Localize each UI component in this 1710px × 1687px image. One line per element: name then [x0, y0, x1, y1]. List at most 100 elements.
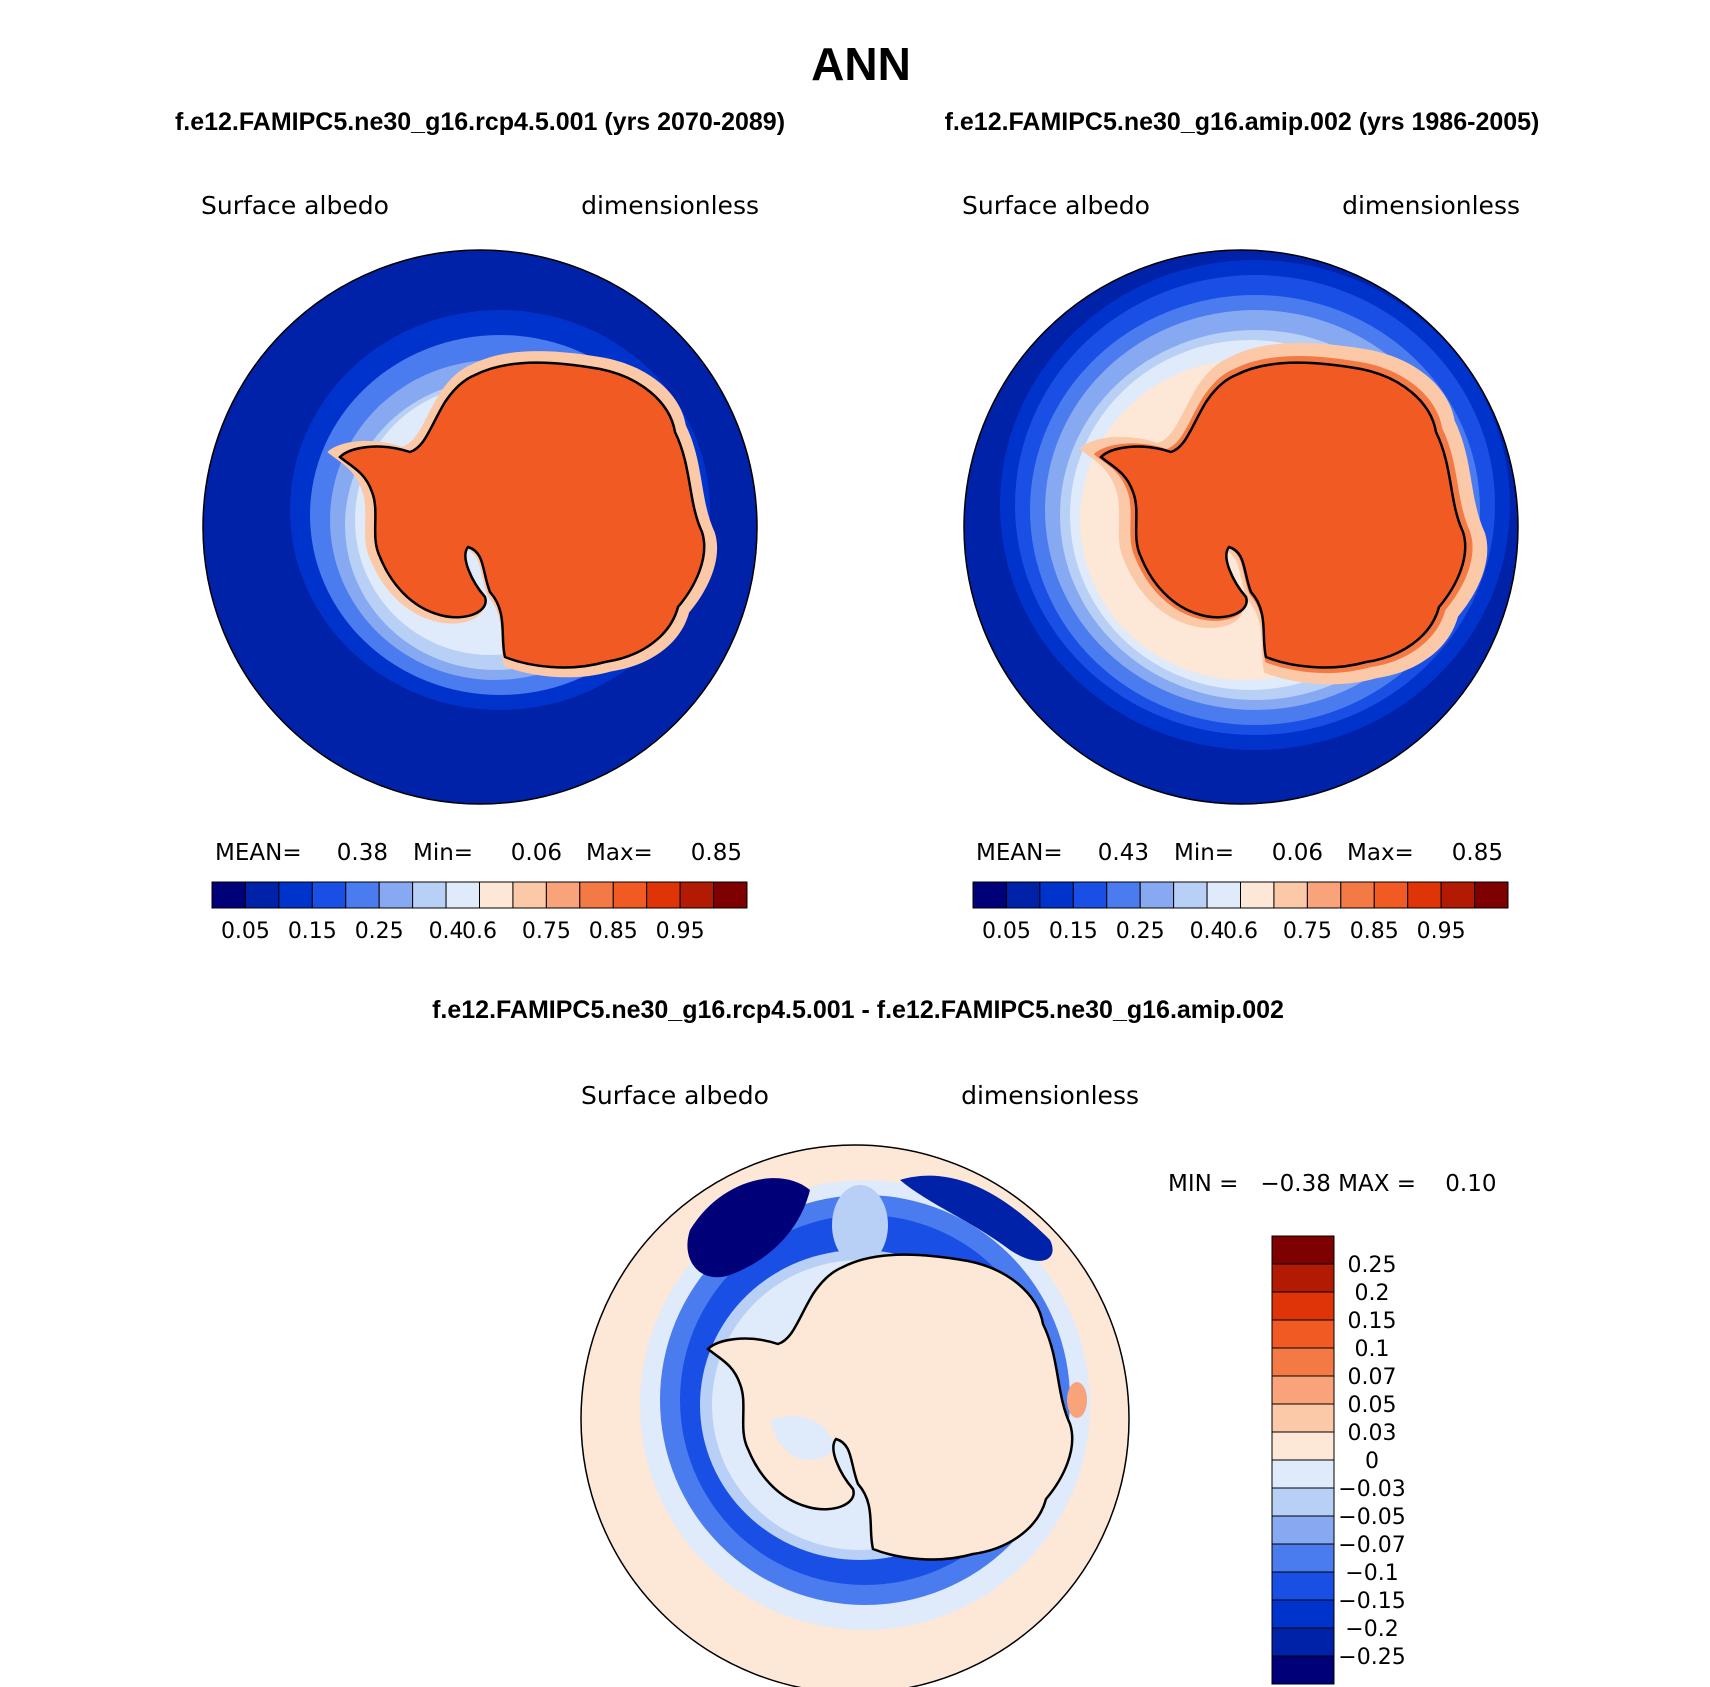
left-colorbar-swatch	[211, 881, 246, 909]
left-colorbar-tick-label: 0.25	[355, 919, 404, 944]
right-colorbar-swatch	[972, 881, 1007, 909]
diff-colorbar-tick-label: −0.25	[1338, 1645, 1405, 1670]
diff-colorbar-swatch	[1271, 1515, 1335, 1545]
right-stats: MEAN= 0.43 Min= 0.06 Max= 0.85	[976, 840, 1503, 866]
right-max-label: Max=	[1347, 840, 1414, 866]
left-colorbar-swatch	[512, 881, 547, 909]
right-colorbar-swatch	[1407, 881, 1442, 909]
diff-colorbar-tick-label: 0.07	[1348, 1365, 1397, 1390]
left-colorbar: 0.05 0.15 0.25 0.40.6 0.75 0.85 0.95	[211, 881, 748, 944]
diff-variable-label: Surface albedo	[581, 1081, 769, 1110]
diff-colorbar-swatch	[1271, 1655, 1335, 1685]
right-colorbar-swatch	[1206, 881, 1241, 909]
right-min-value: 0.06	[1272, 840, 1323, 866]
left-colorbar-swatch	[646, 881, 681, 909]
left-colorbar-tick-label: 0.85	[589, 919, 638, 944]
right-variable-label: Surface albedo	[962, 191, 1150, 220]
left-colorbar-tick-label: 0.6	[462, 919, 497, 944]
left-panel-header: f.e12.FAMIPC5.ne30_g16.rcp4.5.001 (yrs 2…	[175, 108, 785, 136]
right-colorbar: 0.05 0.15 0.25 0.40.6 0.75 0.85 0.95	[972, 881, 1509, 944]
diff-colorbar: 0.25 0.2 0.15 0.1 0.07 0.05 0.03 0 −0.03 −0.05 −0.…	[1271, 1235, 1406, 1685]
right-colorbar-swatch	[1106, 881, 1141, 909]
diff-colorbar-swatch	[1271, 1235, 1335, 1265]
right-colorbar-swatch	[1373, 881, 1409, 909]
left-min-label: Min=	[413, 840, 473, 866]
diff-colorbar-swatch	[1271, 1599, 1335, 1629]
right-min-label: Min=	[1174, 840, 1234, 866]
right-colorbar-swatch	[1240, 881, 1275, 909]
left-colorbar-swatch	[679, 881, 715, 909]
left-colorbar-swatch	[278, 881, 313, 909]
right-colorbar-swatch	[1440, 881, 1476, 909]
diff-colorbar-swatch	[1271, 1375, 1335, 1405]
right-colorbar-tick-label: 0.75	[1283, 919, 1332, 944]
left-max-label: Max=	[586, 840, 653, 866]
right-colorbar-swatch	[1139, 881, 1175, 909]
left-variable-label: Surface albedo	[201, 191, 389, 220]
left-colorbar-tick-label: 0.4	[429, 919, 464, 944]
right-mean-label: MEAN=	[976, 840, 1063, 866]
right-colorbar-tick-label: 0.25	[1116, 919, 1165, 944]
right-colorbar-swatch	[1273, 881, 1308, 909]
right-colorbar-swatch	[1306, 881, 1342, 909]
left-colorbar-tick-label: 0.95	[656, 919, 705, 944]
left-max-value: 0.85	[691, 840, 742, 866]
diff-colorbar-swatch	[1271, 1403, 1335, 1433]
right-units-label: dimensionless	[1342, 191, 1520, 220]
diff-panel-header: f.e12.FAMIPC5.ne30_g16.rcp4.5.001 - f.e1…	[432, 996, 1284, 1024]
right-colorbar-swatch	[1474, 881, 1509, 909]
diff-colorbar-tick-label: 0.1	[1355, 1337, 1390, 1362]
diff-colorbar-tick-label: 0.15	[1348, 1309, 1397, 1334]
left-colorbar-swatch	[479, 881, 514, 909]
left-colorbar-swatch	[345, 881, 380, 909]
right-polar-map	[963, 249, 1519, 805]
diff-polar-map	[580, 1144, 1130, 1687]
right-colorbar-swatch	[1340, 881, 1375, 909]
left-polar-map	[202, 249, 758, 805]
left-colorbar-swatch	[244, 881, 280, 909]
diff-colorbar-swatch	[1271, 1487, 1335, 1517]
right-colorbar-tick-label: 0.95	[1417, 919, 1466, 944]
diff-colorbar-tick-label: 0.25	[1348, 1253, 1397, 1278]
figure-title: ANN	[811, 38, 911, 90]
diff-colorbar-swatch	[1271, 1627, 1335, 1657]
left-colorbar-tick-label: 0.15	[288, 919, 337, 944]
diff-minmax: MIN = −0.38 MAX = 0.10	[1168, 1171, 1497, 1197]
right-colorbar-tick-label: 0.15	[1049, 919, 1098, 944]
diff-colorbar-swatch	[1271, 1263, 1335, 1293]
diff-colorbar-swatch	[1271, 1291, 1335, 1321]
left-colorbar-swatch	[378, 881, 414, 909]
left-colorbar-swatch	[579, 881, 614, 909]
left-colorbar-swatch	[412, 881, 447, 909]
right-colorbar-swatch	[1072, 881, 1108, 909]
right-colorbar-tick-label: 0.6	[1223, 919, 1258, 944]
diff-colorbar-swatch	[1271, 1571, 1335, 1601]
right-colorbar-swatch	[1173, 881, 1208, 909]
diff-colorbar-tick-label: −0.07	[1338, 1533, 1405, 1558]
left-colorbar-tick-label: 0.05	[221, 919, 270, 944]
diff-colorbar-tick-label: 0.05	[1348, 1393, 1397, 1418]
right-colorbar-tick-label: 0.4	[1190, 919, 1225, 944]
right-panel-header: f.e12.FAMIPC5.ne30_g16.amip.002 (yrs 198…	[945, 108, 1540, 136]
diff-colorbar-tick-label: −0.03	[1338, 1477, 1405, 1502]
left-colorbar-tick-label: 0.75	[522, 919, 571, 944]
diff-colorbar-tick-label: 0.03	[1348, 1421, 1397, 1446]
diff-colorbar-swatch	[1271, 1543, 1335, 1573]
right-colorbar-tick-label: 0.85	[1350, 919, 1399, 944]
left-colorbar-swatch	[612, 881, 648, 909]
diff-colorbar-tick-label: −0.15	[1338, 1589, 1405, 1614]
left-stats: MEAN= 0.38 Min= 0.06 Max= 0.85	[215, 840, 742, 866]
left-mean-value: 0.38	[337, 840, 388, 866]
diff-colorbar-tick-label: 0	[1365, 1449, 1379, 1474]
left-min-value: 0.06	[511, 840, 562, 866]
right-mean-value: 0.43	[1098, 840, 1149, 866]
diff-colorbar-tick-label: −0.1	[1345, 1561, 1398, 1586]
diff-colorbar-tick-label: −0.05	[1338, 1505, 1405, 1530]
diff-colorbar-swatch	[1271, 1431, 1335, 1461]
diff-units-label: dimensionless	[961, 1081, 1139, 1110]
left-colorbar-swatch	[713, 881, 748, 909]
left-colorbar-swatch	[545, 881, 581, 909]
right-colorbar-swatch	[1039, 881, 1074, 909]
left-mean-label: MEAN=	[215, 840, 302, 866]
